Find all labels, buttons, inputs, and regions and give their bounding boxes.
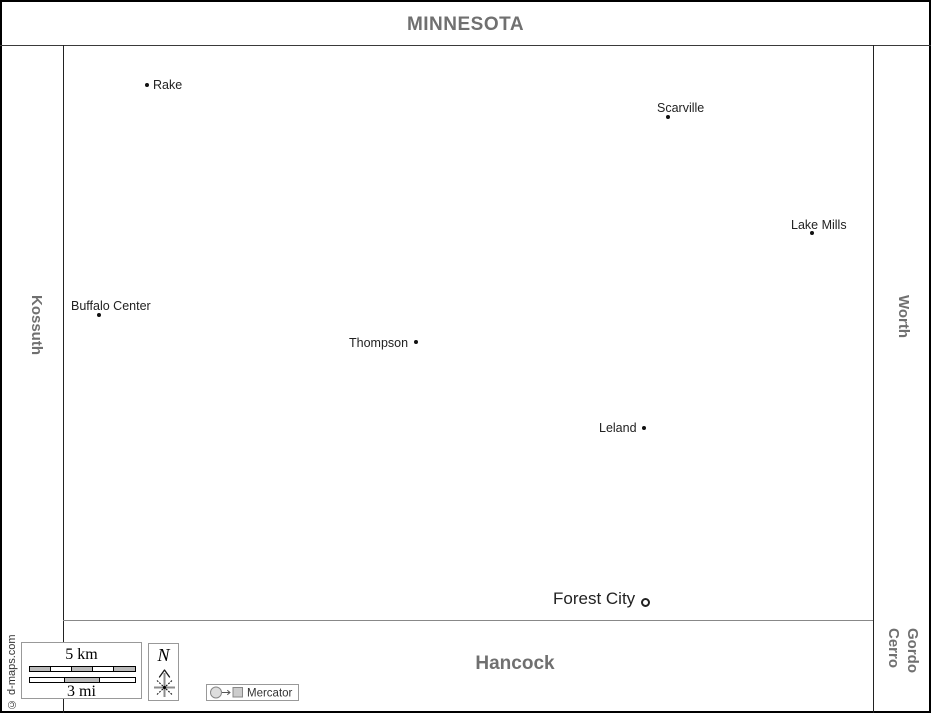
svg-text:Mercator: Mercator xyxy=(247,688,293,700)
